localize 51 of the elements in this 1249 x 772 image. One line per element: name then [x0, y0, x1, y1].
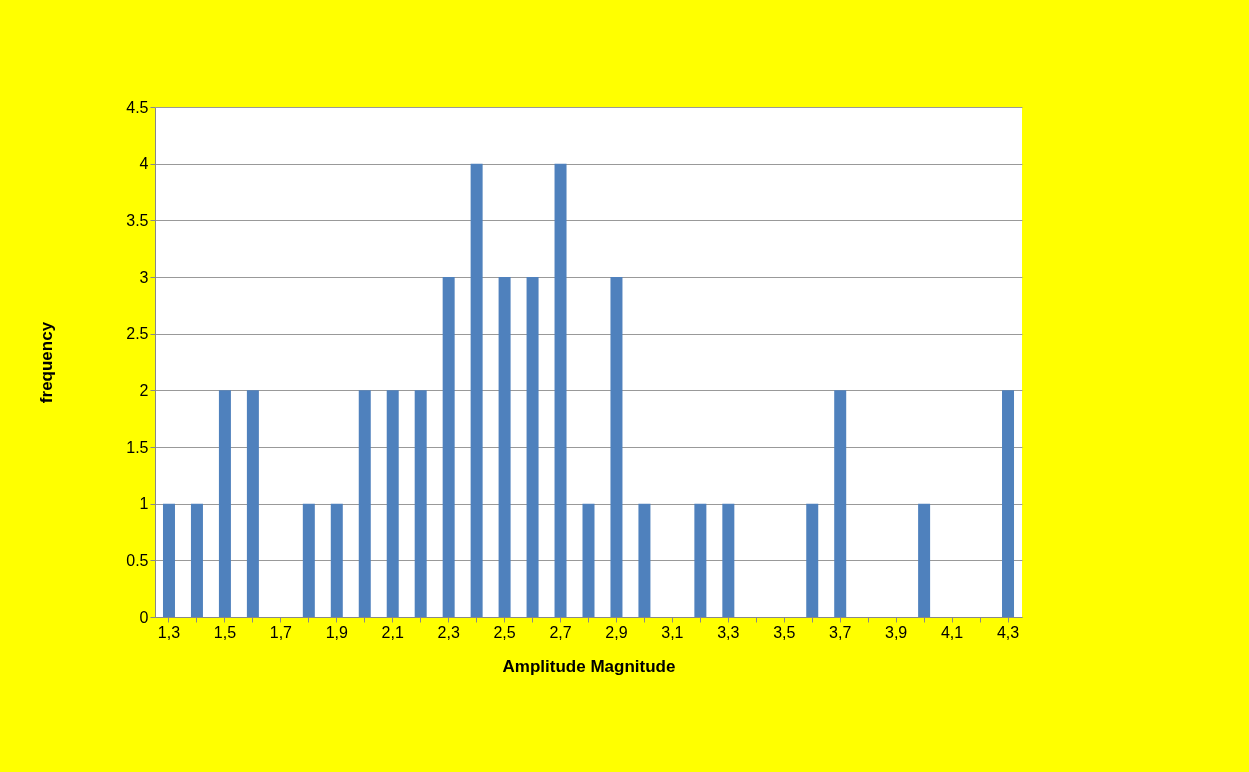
bar [442, 277, 455, 617]
x-tick-label: 2,1 [381, 623, 404, 641]
y-tick-label: 4.5 [126, 98, 149, 116]
y-axis-title: frequency [37, 321, 57, 404]
x-tick-label: 4,3 [996, 623, 1020, 641]
bar [246, 390, 259, 617]
y-tick-label: 2.5 [126, 325, 149, 343]
y-tick-label: 2 [139, 381, 149, 399]
bar [190, 503, 203, 617]
bar [806, 503, 819, 617]
x-tick-label: 2,5 [493, 623, 516, 641]
bar [414, 390, 427, 617]
y-tick-label: 3.5 [126, 211, 149, 229]
bar [302, 503, 315, 617]
bar [834, 390, 847, 617]
x-tick-label: 3,5 [773, 623, 796, 641]
x-tick-label: 3,3 [717, 623, 740, 641]
x-tick-label: 4,1 [940, 623, 964, 641]
x-tick-label: 3,9 [885, 623, 908, 641]
x-tick-label: 3,1 [661, 623, 684, 641]
x-tick-label: 2,9 [605, 623, 628, 641]
y-tick-label: 3 [139, 268, 149, 286]
bar [358, 390, 371, 617]
bar [610, 277, 623, 617]
y-tick-label: 1 [139, 495, 149, 513]
x-tick-label: 2,7 [549, 623, 572, 641]
x-tick-label: 2,3 [437, 623, 460, 641]
x-tick-label: 1,3 [157, 623, 181, 641]
bar [526, 277, 539, 617]
y-tick-label: 0 [139, 608, 149, 626]
bar [638, 503, 651, 617]
x-tick-label: 1,9 [325, 623, 349, 641]
bar [470, 163, 483, 617]
bar [498, 277, 511, 617]
x-tick-label: 1,7 [269, 623, 293, 641]
x-tick-label: 3,7 [829, 623, 852, 641]
bar [918, 503, 931, 617]
y-tick-label: 1.5 [126, 438, 149, 456]
bar [218, 390, 231, 617]
x-tick-label: 1,5 [213, 623, 237, 641]
bar [386, 390, 399, 617]
bar [1002, 390, 1015, 617]
bar [694, 503, 707, 617]
bar [162, 503, 175, 617]
bar [330, 503, 343, 617]
y-tick-label: 0.5 [126, 551, 149, 569]
y-tick-label: 4 [139, 155, 149, 173]
x-axis-title: Amplitude Magnitude [502, 656, 676, 676]
bar [554, 163, 567, 617]
bar [582, 503, 595, 617]
bar [722, 503, 735, 617]
